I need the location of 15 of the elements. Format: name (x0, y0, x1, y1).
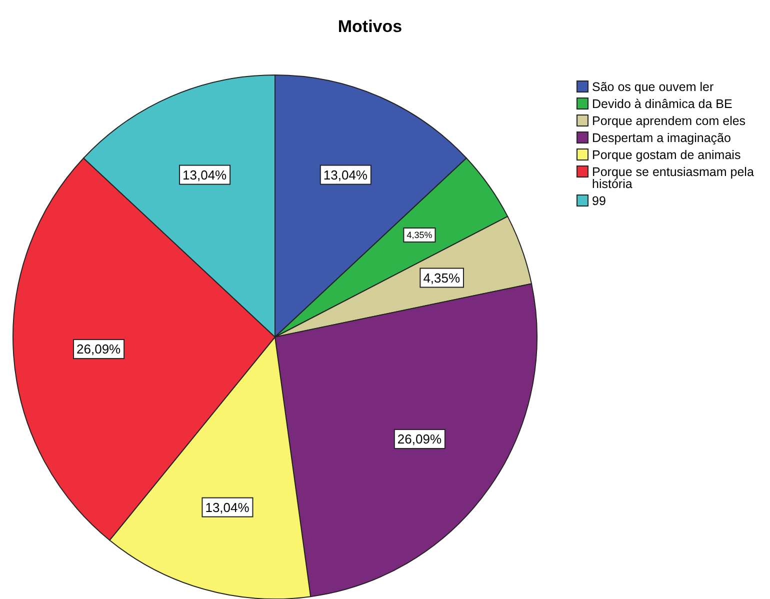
chart-title: Motivos (338, 17, 402, 36)
data-label: 4,35% (406, 230, 432, 240)
data-label: 4,35% (423, 270, 460, 286)
legend-label: Porque se entusiasmam pela história (592, 165, 754, 191)
legend-label: 99 (592, 194, 606, 208)
legend-label: Porque gostam de animais (592, 148, 741, 162)
legend-label: Porque aprendem com eles (592, 114, 746, 128)
legend-label: Despertam a imaginação (592, 131, 732, 145)
data-label: 13,04% (323, 167, 368, 182)
data-label: 13,04% (205, 500, 250, 515)
legend-label: Devido à dinâmica da BE (592, 97, 732, 111)
legend-label: São os que ouvem ler (592, 80, 714, 94)
data-label: 13,04% (182, 167, 228, 182)
data-label: 26,09% (397, 432, 442, 447)
data-label: 26,09% (76, 342, 122, 357)
